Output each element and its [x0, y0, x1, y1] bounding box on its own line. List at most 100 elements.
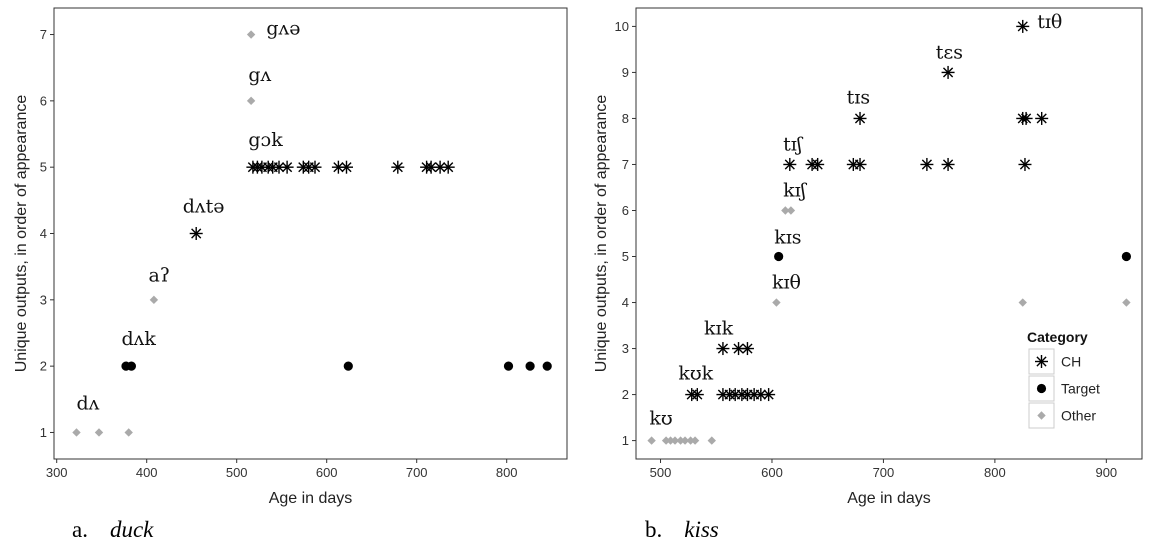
legend-key-ch — [1035, 355, 1048, 368]
data-point-ch — [690, 388, 704, 402]
data-point-ch — [1019, 111, 1033, 125]
y-tick-label: 1 — [622, 433, 629, 448]
annotation-label: tɪθ — [1037, 11, 1062, 33]
data-point-other — [1122, 298, 1131, 307]
plot-frame — [635, 7, 1143, 460]
data-point-ch — [340, 160, 353, 174]
data-point-ch — [308, 160, 322, 174]
y-tick-label: 7 — [622, 157, 629, 172]
y-tick-label: 4 — [622, 295, 629, 310]
x-tick-label: 600 — [761, 465, 783, 480]
data-point-other — [676, 436, 685, 445]
data-point-other — [72, 428, 81, 437]
annotation-label: kɪk — [704, 318, 734, 340]
y-tick-label: 2 — [40, 359, 47, 374]
series-other — [72, 30, 256, 437]
data-point-ch — [783, 157, 797, 171]
data-point-target — [1121, 251, 1131, 262]
series-other — [647, 206, 1131, 445]
y-tick-label: 4 — [40, 226, 47, 241]
x-tick-label: 800 — [496, 465, 518, 480]
x-tick-label: 700 — [406, 465, 428, 480]
y-tick-label: 5 — [622, 249, 629, 264]
annotation-label: tɪs — [847, 86, 870, 108]
y-tick-label: 5 — [40, 160, 47, 175]
series-ch — [189, 160, 455, 240]
y-tick-label: 3 — [622, 341, 629, 356]
data-point-ch — [920, 157, 934, 171]
annotation-label: kɪʃ — [783, 180, 808, 202]
y-tick-label: 6 — [622, 203, 629, 218]
annotation-label: gɔk — [248, 129, 283, 151]
data-point-ch — [1016, 19, 1030, 33]
data-point-other — [772, 298, 781, 307]
x-tick-label: 600 — [316, 465, 338, 480]
y-tick-label: 1 — [40, 425, 47, 440]
x-tick-label: 800 — [984, 465, 1006, 480]
data-point-target — [126, 361, 136, 371]
data-point-ch — [189, 227, 203, 240]
data-point-other — [647, 436, 656, 445]
data-point-target — [343, 361, 353, 371]
data-point-other — [786, 206, 796, 215]
legend-key-other — [1037, 411, 1046, 420]
caption-b-word: kiss — [684, 517, 719, 542]
annotation-label: kʊ — [649, 407, 672, 429]
data-point-ch — [853, 157, 867, 171]
data-point-other — [149, 295, 159, 305]
annotation-label: kɪs — [774, 227, 801, 249]
y-tick-label: 2 — [622, 387, 629, 402]
data-point-ch — [1035, 111, 1049, 125]
legend-entry-other: Other — [1061, 408, 1096, 424]
data-point-ch — [391, 160, 405, 174]
data-point-other — [661, 436, 671, 445]
annotation-label: tɪʃ — [783, 134, 804, 156]
y-tick-label: 10 — [615, 19, 629, 34]
x-axis-label: Age in days — [847, 490, 931, 507]
caption-b-letter: b. — [645, 517, 663, 542]
chart-panel-b: 500 600 700 800 900 1 2 3 4 5 6 7 8 9 10 Age in days Uni… — [593, 7, 1143, 507]
data-point-ch — [811, 157, 825, 171]
chart-panel-a: 300 400 500 600 700 800 1 2 3 4 5 6 7 Age in days Uniq… — [13, 7, 568, 507]
legend: Category CH Target Other — [1027, 329, 1100, 429]
x-tick-label: 400 — [136, 465, 158, 480]
series-ch — [685, 19, 1049, 402]
data-point-other — [124, 428, 133, 437]
data-point-other — [246, 30, 256, 39]
data-point-ch — [941, 65, 955, 79]
annotation-label: aʔ — [149, 264, 171, 286]
caption-a-letter: a. — [72, 517, 88, 542]
annotation-label: dʌtə — [183, 195, 225, 217]
data-point-ch — [941, 157, 955, 171]
data-point-other — [670, 436, 680, 445]
data-point-ch — [441, 160, 455, 174]
y-tick-label: 3 — [40, 292, 47, 307]
legend-key-target — [1036, 383, 1047, 394]
data-point-other — [94, 428, 104, 437]
y-tick-label: 7 — [40, 27, 47, 42]
x-tick-label: 700 — [873, 465, 895, 480]
data-point-other — [1018, 298, 1027, 307]
caption-a: a. duck — [72, 517, 153, 543]
data-point-ch — [1018, 157, 1032, 171]
data-point-other — [690, 436, 700, 445]
data-point-other — [666, 436, 675, 445]
data-point-target — [525, 361, 535, 371]
x-tick-label: 900 — [1095, 465, 1117, 480]
y-tick-label: 6 — [40, 93, 47, 108]
annotation-label: tɛs — [936, 42, 963, 64]
x-tick-label: 300 — [46, 465, 68, 480]
data-point-other — [246, 96, 256, 106]
data-point-other — [707, 436, 716, 445]
caption-a-word: duck — [109, 517, 154, 542]
series-target — [121, 361, 552, 371]
y-tick-label: 8 — [622, 111, 629, 126]
data-point-ch — [433, 160, 447, 174]
data-point-other — [686, 436, 695, 445]
legend-entry-ch: CH — [1061, 354, 1081, 370]
caption-b: b. kiss — [645, 517, 719, 543]
data-point-ch — [280, 160, 294, 174]
y-axis-label: Unique outputs, in order of appearance — [13, 95, 30, 373]
data-point-other — [781, 206, 790, 215]
